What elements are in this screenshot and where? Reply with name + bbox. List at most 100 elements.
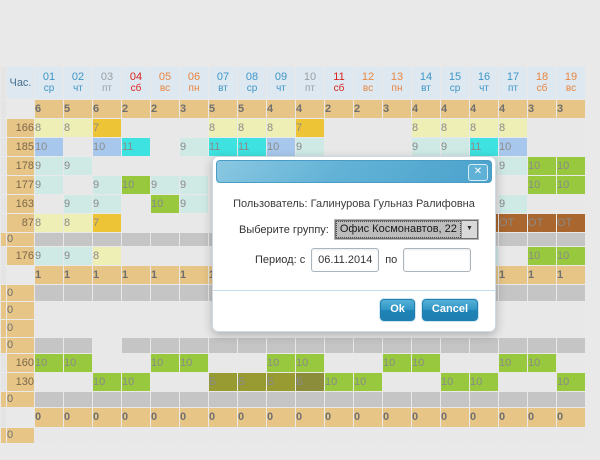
schedule-cell[interactable] xyxy=(470,392,498,407)
schedule-cell[interactable]: 8 xyxy=(35,214,63,232)
schedule-cell[interactable] xyxy=(499,285,527,301)
schedule-cell[interactable]: 9 xyxy=(180,195,208,213)
schedule-cell[interactable] xyxy=(528,392,556,407)
schedule-cell[interactable]: 10 xyxy=(557,176,585,194)
schedule-cell[interactable] xyxy=(93,285,121,301)
schedule-cell[interactable]: 0 xyxy=(470,408,498,427)
schedule-cell[interactable] xyxy=(93,320,121,337)
schedule-cell[interactable]: 10 xyxy=(151,195,179,213)
schedule-cell[interactable]: 0 xyxy=(151,408,179,427)
schedule-cell[interactable] xyxy=(238,354,266,372)
schedule-cell[interactable] xyxy=(470,428,498,443)
schedule-cell[interactable]: 10 xyxy=(499,354,527,372)
day-header[interactable]: 16 чт xyxy=(470,67,498,99)
schedule-cell[interactable] xyxy=(151,373,179,391)
schedule-cell[interactable]: 10 xyxy=(557,373,585,391)
schedule-cell[interactable]: 2 xyxy=(122,100,150,118)
schedule-cell[interactable] xyxy=(528,373,556,391)
schedule-cell[interactable]: 1 xyxy=(151,266,179,284)
schedule-cell[interactable]: ОТ xyxy=(557,214,585,232)
schedule-cell[interactable] xyxy=(151,119,179,137)
schedule-cell[interactable]: 8 xyxy=(64,119,92,137)
schedule-cell[interactable] xyxy=(151,157,179,175)
schedule-cell[interactable] xyxy=(180,302,208,319)
schedule-cell[interactable] xyxy=(209,338,237,353)
schedule-cell[interactable]: 8 xyxy=(35,119,63,137)
schedule-cell[interactable]: Б xyxy=(267,373,295,391)
day-header[interactable]: 02 чт xyxy=(64,67,92,99)
schedule-cell[interactable] xyxy=(122,214,150,232)
schedule-cell[interactable] xyxy=(64,233,92,246)
schedule-cell[interactable]: 8 xyxy=(441,119,469,137)
schedule-cell[interactable] xyxy=(64,302,92,319)
schedule-cell[interactable] xyxy=(470,354,498,372)
day-header[interactable]: 07 вт xyxy=(209,67,237,99)
schedule-cell[interactable]: ОТ xyxy=(528,214,556,232)
schedule-cell[interactable]: 9 xyxy=(499,195,527,213)
schedule-cell[interactable]: 1 xyxy=(122,266,150,284)
schedule-cell[interactable]: 1 xyxy=(35,266,63,284)
schedule-cell[interactable] xyxy=(557,138,585,156)
schedule-cell[interactable]: 0 xyxy=(35,408,63,427)
schedule-cell[interactable]: 10 xyxy=(296,354,324,372)
schedule-cell[interactable] xyxy=(557,354,585,372)
schedule-cell[interactable]: 9 xyxy=(64,195,92,213)
schedule-cell[interactable]: 5 xyxy=(64,100,92,118)
schedule-cell[interactable] xyxy=(93,338,121,353)
schedule-cell[interactable] xyxy=(122,428,150,443)
schedule-cell[interactable] xyxy=(122,338,150,353)
schedule-cell[interactable] xyxy=(180,233,208,246)
day-header[interactable]: 14 вт xyxy=(412,67,440,99)
schedule-cell[interactable]: 8 xyxy=(209,119,237,137)
schedule-cell[interactable] xyxy=(557,195,585,213)
schedule-cell[interactable]: 10 xyxy=(557,157,585,175)
schedule-cell[interactable] xyxy=(238,428,266,443)
schedule-cell[interactable]: 9 xyxy=(180,176,208,194)
schedule-cell[interactable]: 4 xyxy=(470,100,498,118)
schedule-cell[interactable] xyxy=(296,392,324,407)
schedule-cell[interactable] xyxy=(122,302,150,319)
schedule-cell[interactable]: 0 xyxy=(557,408,585,427)
schedule-cell[interactable]: 9 xyxy=(64,247,92,265)
schedule-cell[interactable] xyxy=(122,392,150,407)
schedule-cell[interactable]: 0 xyxy=(528,408,556,427)
schedule-cell[interactable]: 4 xyxy=(412,100,440,118)
schedule-cell[interactable] xyxy=(64,338,92,353)
schedule-cell[interactable] xyxy=(296,338,324,353)
day-header[interactable]: 05 вс xyxy=(151,67,179,99)
schedule-cell[interactable]: 11 xyxy=(238,138,266,156)
schedule-cell[interactable]: 0 xyxy=(296,408,324,427)
schedule-cell[interactable] xyxy=(180,428,208,443)
schedule-cell[interactable] xyxy=(499,428,527,443)
schedule-cell[interactable] xyxy=(412,373,440,391)
schedule-cell[interactable]: 1 xyxy=(64,266,92,284)
day-header[interactable]: 04 сб xyxy=(122,67,150,99)
schedule-cell[interactable] xyxy=(151,392,179,407)
schedule-cell[interactable] xyxy=(412,392,440,407)
schedule-cell[interactable] xyxy=(151,285,179,301)
day-header[interactable]: 13 пн xyxy=(383,67,411,99)
schedule-cell[interactable]: 10 xyxy=(93,373,121,391)
schedule-cell[interactable]: 9 xyxy=(296,138,324,156)
schedule-cell[interactable]: 1 xyxy=(499,266,527,284)
schedule-cell[interactable] xyxy=(528,338,556,353)
schedule-cell[interactable]: 10 xyxy=(354,373,382,391)
day-header[interactable]: 08 ср xyxy=(238,67,266,99)
schedule-cell[interactable] xyxy=(528,195,556,213)
schedule-cell[interactable] xyxy=(325,119,353,137)
schedule-cell[interactable] xyxy=(64,285,92,301)
schedule-cell[interactable]: 4 xyxy=(499,100,527,118)
schedule-cell[interactable]: 3 xyxy=(383,100,411,118)
schedule-cell[interactable]: 9 xyxy=(412,138,440,156)
schedule-cell[interactable] xyxy=(151,214,179,232)
schedule-cell[interactable] xyxy=(93,428,121,443)
schedule-cell[interactable] xyxy=(122,320,150,337)
schedule-cell[interactable] xyxy=(180,392,208,407)
schedule-cell[interactable]: 10 xyxy=(383,354,411,372)
ok-button[interactable]: Ok xyxy=(380,299,415,321)
schedule-cell[interactable] xyxy=(557,285,585,301)
schedule-cell[interactable]: 0 xyxy=(209,408,237,427)
schedule-cell[interactable] xyxy=(499,320,527,337)
schedule-cell[interactable]: 2 xyxy=(151,100,179,118)
schedule-cell[interactable]: 0 xyxy=(64,408,92,427)
